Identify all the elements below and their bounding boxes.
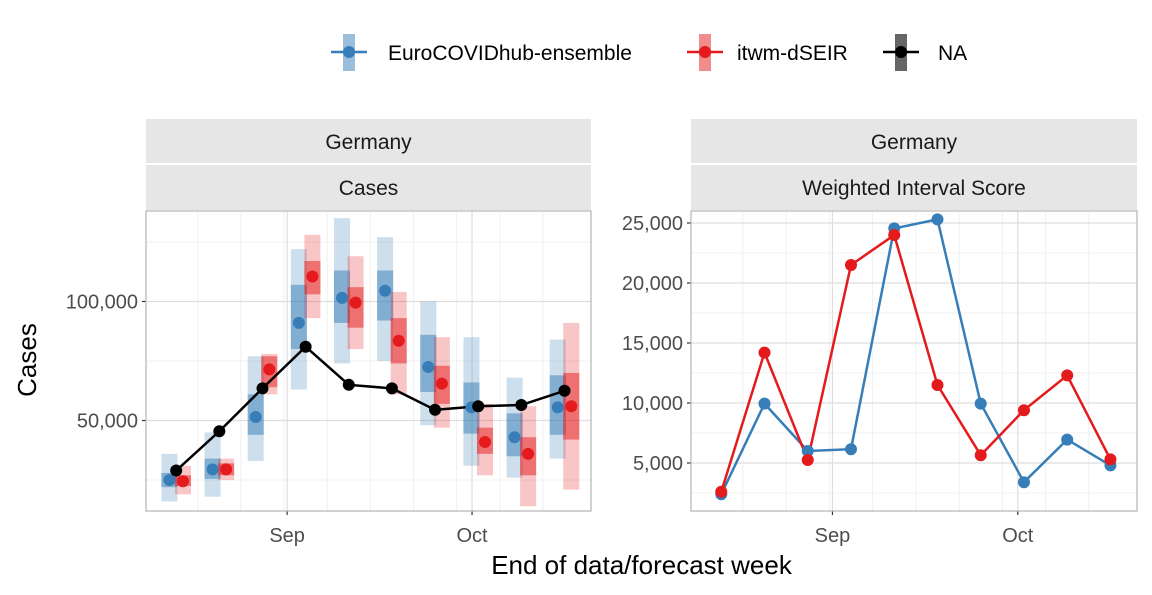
y-tick-label: 50,000 [77,411,138,433]
forecast-median-point [478,435,491,448]
score-line [720,217,1112,495]
legend-label-observed: NA [938,42,967,65]
forecast-median-point [565,400,578,413]
y-tick-label: 10,000 [622,393,683,415]
left-strip-bottom [146,165,591,210]
forecast-median-point [249,410,262,423]
right-strip-metric: Weighted Interval Score [802,177,1026,200]
score-point [715,485,728,498]
x-tick-label: Sep [269,525,305,547]
score-line [720,232,1112,493]
forecast-median-point [306,270,319,283]
score-point [1061,369,1074,382]
right-strip-location: Germany [871,131,958,154]
panel-border [690,210,1138,512]
right-strip-bottom [691,165,1137,210]
score-point [1104,453,1117,466]
x-tick-label: Sep [815,525,851,547]
score-panel: 5,000 10,000 15,000 20,000 25,000 Sep Oct [622,210,1138,547]
cases-panel: 50,000 100,000 Sep Oct [66,210,592,547]
score-point [801,454,814,466]
legend-label-ensemble: EuroCOVIDhub-ensemble [388,42,632,65]
observed-point [385,382,398,395]
y-tick-label: 15,000 [622,333,683,355]
forecast-median-point [422,360,435,373]
y-axis-title: Cases [12,323,42,397]
observed-point [429,403,442,416]
observed-point [170,464,183,477]
forecast-median-point [522,447,535,460]
observed-point [213,425,226,438]
observed-point [558,384,571,397]
forecast-median-point [163,474,176,487]
forecast-median-point [551,401,564,414]
y-tick-label: 20,000 [622,273,683,295]
forecast-median-point [292,316,305,329]
legend-key-itwm [687,34,723,71]
forecast-median-point [335,291,348,304]
score-point [1061,433,1074,446]
score-point [974,397,987,410]
score-point [931,213,944,226]
score-point [844,259,857,271]
y-tick-label: 100,000 [66,291,138,313]
score-point [974,449,987,462]
forecast-median-point [508,431,521,444]
score-point [844,443,857,456]
score-point [801,445,814,457]
observed-point [299,340,312,353]
y-tick-label: 25,000 [622,213,683,235]
forecast-median-point [392,334,405,347]
x-axis-title: End of data/forecast week [491,550,793,580]
plot-background [691,211,1137,511]
forecast-median-point [379,284,392,297]
forecast-median-point [206,463,219,476]
forecast-median-point [263,363,276,376]
legend-key-observed [883,34,919,71]
legend-key-ensemble [331,34,367,71]
right-strip-top [691,119,1137,163]
forecast-median-point [349,296,362,309]
left-strip-location: Germany [325,131,412,154]
x-tick-label: Oct [456,525,488,547]
score-point [758,397,771,410]
observed-line [175,345,565,472]
legend: EuroCOVIDhub-ensemble itwm-dSEIR NA [331,34,967,71]
observed-point [515,399,528,412]
observed-point [256,382,269,395]
forecast-median-point [435,377,448,390]
left-strip-top [146,119,591,163]
score-point [758,346,771,359]
y-tick-label: 5,000 [633,453,683,475]
x-tick-label: Oct [1002,525,1034,547]
score-point [1017,404,1030,417]
legend-label-itwm: itwm-dSEIR [737,42,848,65]
observed-point [342,378,355,391]
left-strip-metric: Cases [339,177,399,200]
score-point [1017,476,1030,489]
observed-point [472,400,485,413]
panel-border [145,210,592,512]
forecast-median-point [176,475,189,488]
score-point [931,379,944,391]
forecast-median-point [220,463,233,476]
score-point [888,229,901,241]
